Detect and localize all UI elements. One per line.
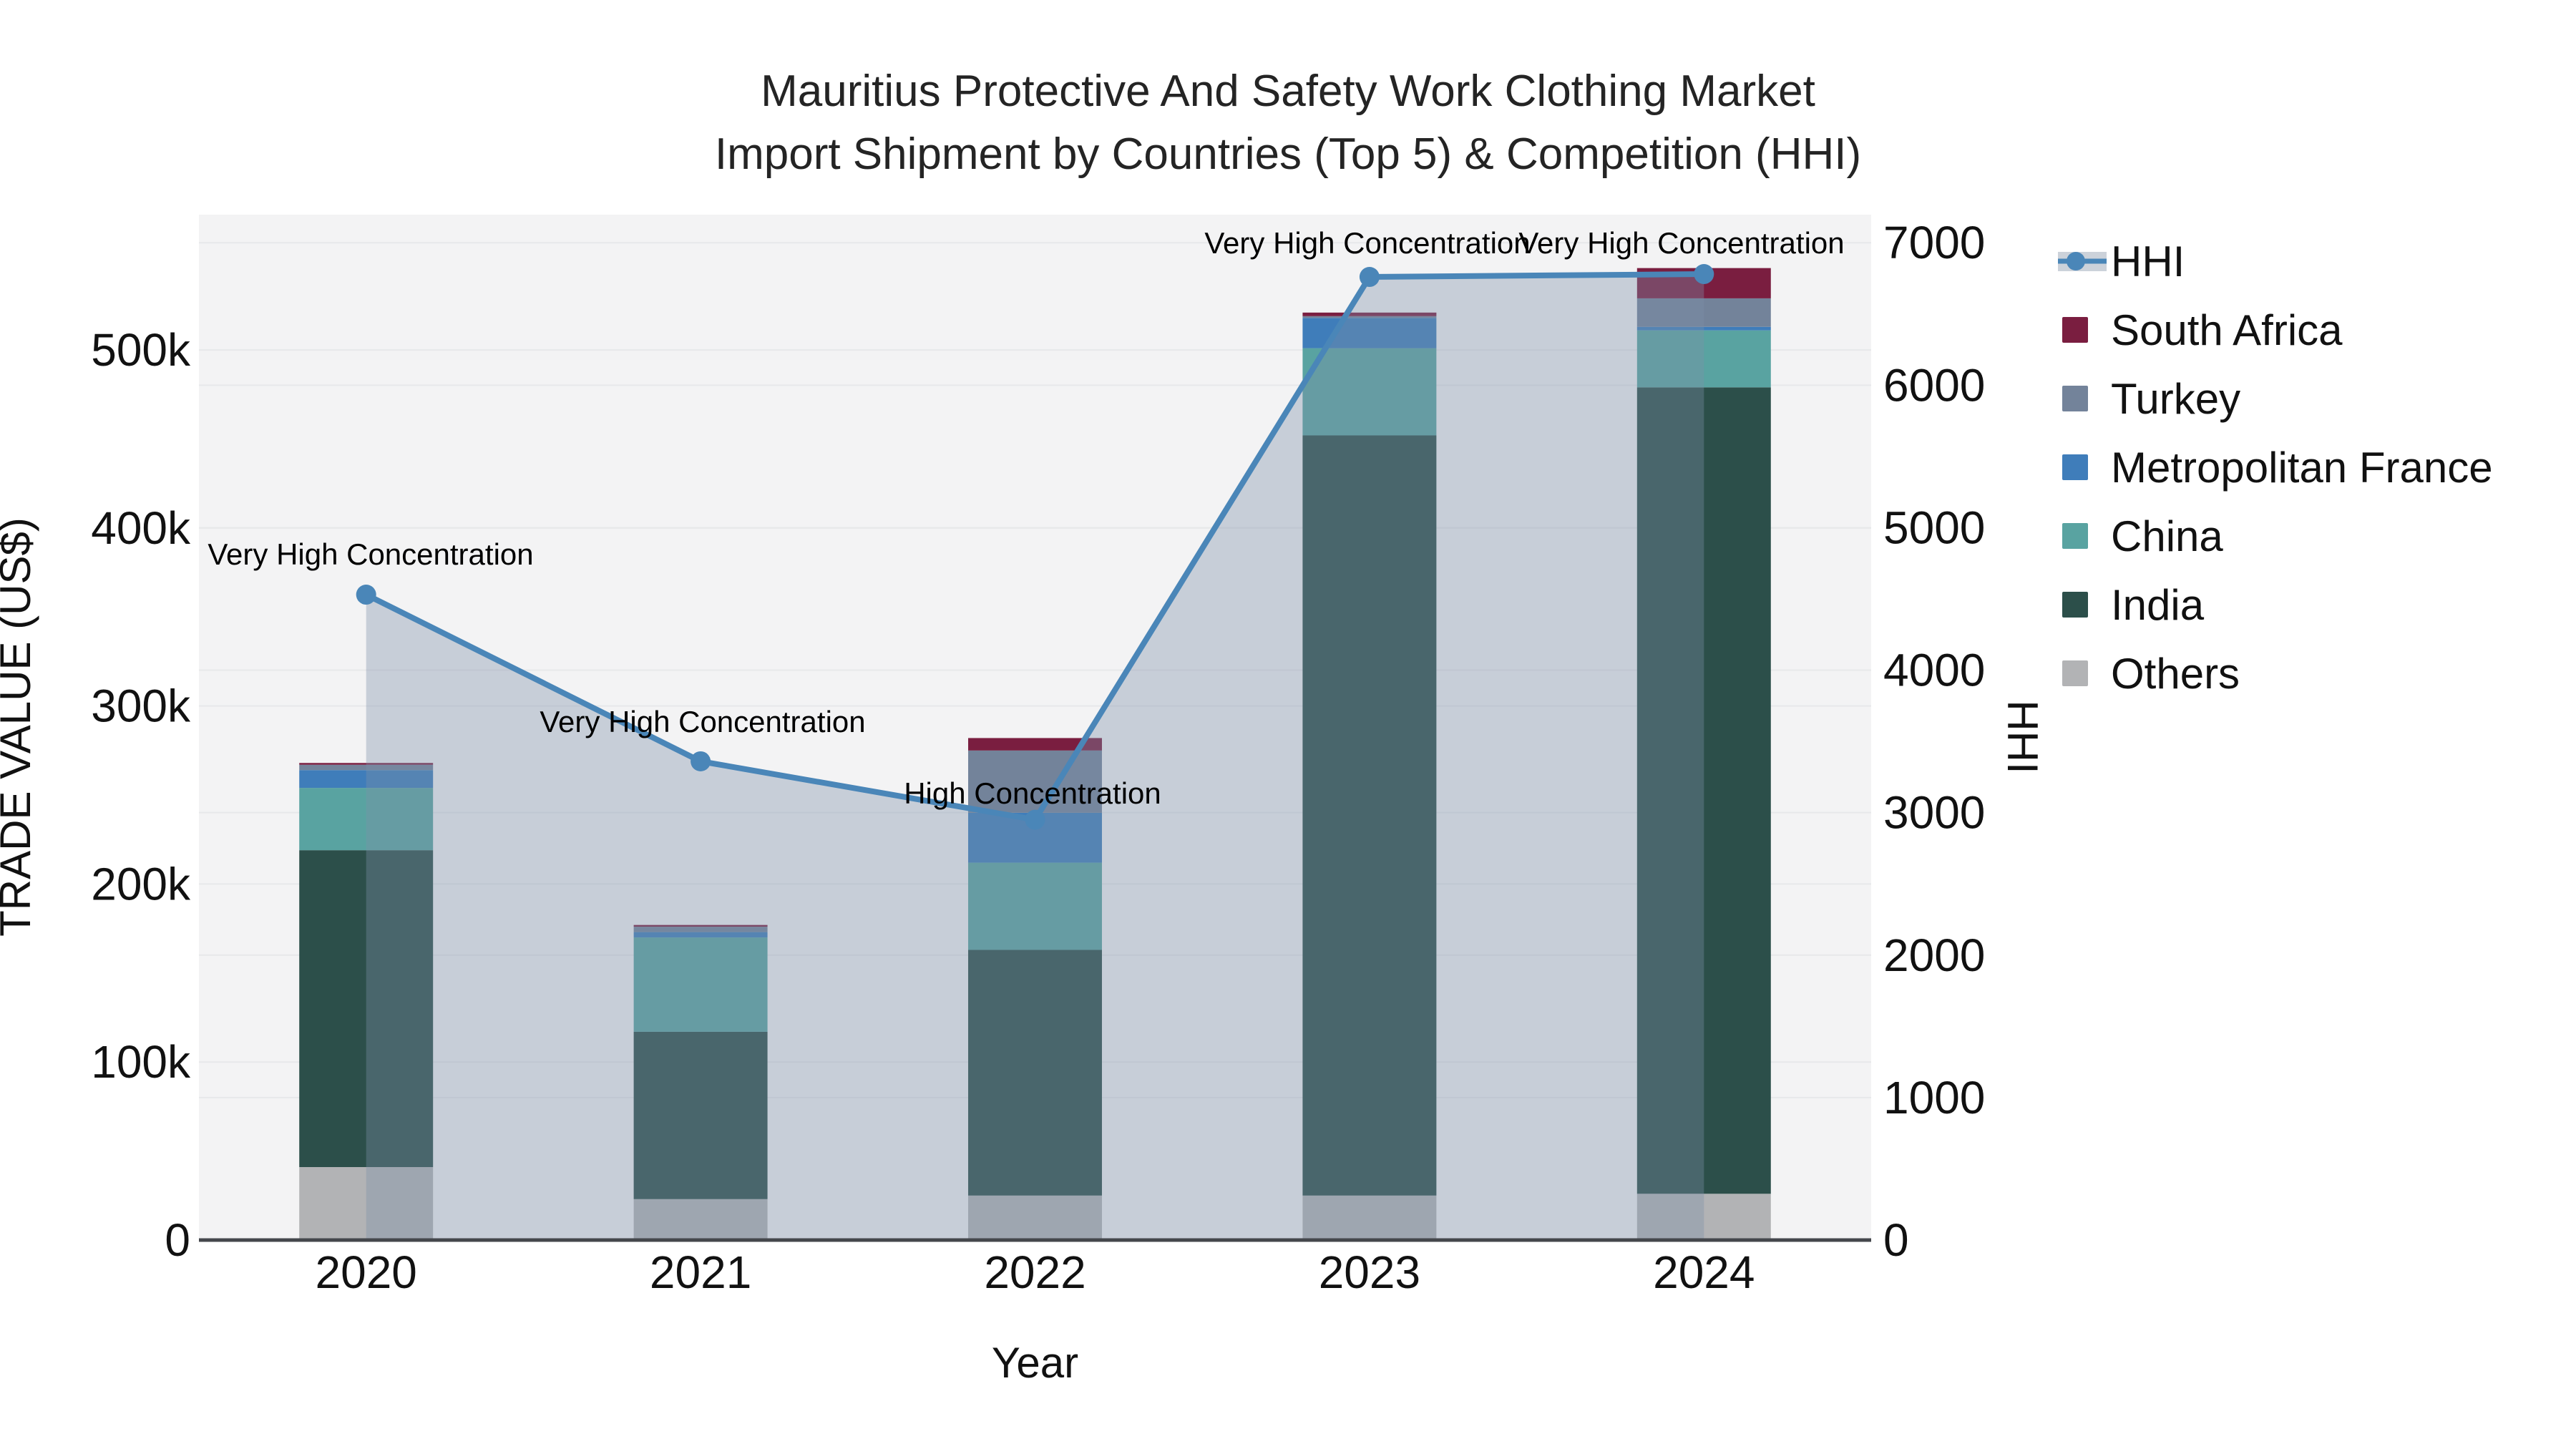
color-swatch-icon bbox=[2058, 592, 2109, 618]
y-right-tick-label: 1000 bbox=[1883, 1072, 1985, 1123]
y-axis-title-right: HHI bbox=[1999, 700, 2046, 774]
bar-india-2022 bbox=[968, 950, 1102, 1196]
x-tick-label: 2020 bbox=[316, 1246, 417, 1298]
color-swatch-icon bbox=[2058, 454, 2109, 480]
bar-india-2021 bbox=[633, 1031, 768, 1199]
bar-metropolitan-france-2023 bbox=[1302, 318, 1437, 348]
x-axis-title: Year bbox=[992, 1339, 1078, 1387]
bar-south-africa-2023 bbox=[1302, 312, 1437, 316]
annotation: Very High Concentration bbox=[1518, 226, 1844, 260]
bar-turkey-2022 bbox=[968, 750, 1102, 813]
bar-india-2024 bbox=[1636, 387, 1771, 1194]
bar-metropolitan-france-2021 bbox=[633, 932, 768, 938]
bar-india-2023 bbox=[1302, 435, 1437, 1196]
x-tick-label: 2023 bbox=[1319, 1246, 1420, 1298]
chart-title-line2: Import Shipment by Countries (Top 5) & C… bbox=[714, 130, 1862, 179]
y-right-tick-label: 7000 bbox=[1883, 217, 1985, 268]
bar-others-2021 bbox=[633, 1199, 768, 1240]
color-swatch-icon bbox=[2058, 523, 2109, 549]
annotation: Very High Concentration bbox=[208, 537, 533, 571]
color-swatch-icon bbox=[2058, 386, 2109, 411]
y-right-tick-label: 5000 bbox=[1883, 502, 1985, 553]
color-swatch-icon bbox=[2058, 317, 2109, 343]
bar-others-2023 bbox=[1302, 1195, 1437, 1240]
y-right-tick-label: 2000 bbox=[1883, 930, 1985, 981]
y-left-tick-label: 300k bbox=[91, 680, 191, 732]
bar-south-africa-2021 bbox=[633, 924, 768, 927]
y-left-tick-label: 100k bbox=[91, 1036, 191, 1088]
y-right-tick-label: 3000 bbox=[1883, 787, 1985, 839]
bar-china-2020 bbox=[299, 788, 434, 851]
annotation: High Concentration bbox=[904, 776, 1161, 810]
bar-south-africa-2020 bbox=[299, 763, 434, 765]
bar-turkey-2024 bbox=[1636, 298, 1771, 327]
y-left-tick-label: 500k bbox=[91, 324, 191, 376]
bar-india-2020 bbox=[299, 850, 434, 1167]
legend-item-china[interactable]: China bbox=[2058, 502, 2493, 570]
bar-metropolitan-france-2024 bbox=[1636, 326, 1771, 331]
legend-item-south-africa[interactable]: South Africa bbox=[2058, 296, 2493, 364]
hhi-marker-2020 bbox=[356, 585, 376, 605]
legend-item-turkey[interactable]: Turkey bbox=[2058, 364, 2493, 433]
bar-china-2021 bbox=[633, 937, 768, 1032]
y-left-tick-label: 400k bbox=[91, 502, 191, 554]
bar-others-2020 bbox=[299, 1166, 434, 1240]
chart-title-line1: Mauritius Protective And Safety Work Clo… bbox=[761, 67, 1815, 116]
annotation: Very High Concentration bbox=[1204, 226, 1530, 260]
bar-others-2022 bbox=[968, 1195, 1102, 1240]
bar-turkey-2021 bbox=[633, 927, 768, 932]
hhi-marker-2023 bbox=[1359, 267, 1380, 288]
legend-label: China bbox=[2111, 512, 2223, 560]
legend-label: Metropolitan France bbox=[2111, 443, 2493, 492]
legend-item-hhi[interactable]: HHI bbox=[2058, 227, 2493, 296]
y-left-tick-label: 200k bbox=[91, 858, 191, 909]
legend-label: Turkey bbox=[2111, 374, 2241, 423]
y-right-tick-label: 0 bbox=[1883, 1214, 1909, 1266]
bar-south-africa-2022 bbox=[968, 738, 1102, 751]
x-tick-label: 2021 bbox=[650, 1246, 751, 1298]
x-tick-label: 2024 bbox=[1653, 1246, 1755, 1298]
hhi-line-swatch-icon bbox=[2058, 245, 2109, 277]
y-axis-title-left: TRADE VALUE (US$) bbox=[0, 517, 39, 937]
hhi-area-fill bbox=[366, 274, 1704, 1240]
legend-item-others[interactable]: Others bbox=[2058, 639, 2493, 708]
x-tick-label: 2022 bbox=[984, 1246, 1085, 1298]
y-right-tick-label: 4000 bbox=[1883, 645, 1985, 696]
bar-china-2022 bbox=[968, 862, 1102, 950]
legend-item-metropolitan-france[interactable]: Metropolitan France bbox=[2058, 433, 2493, 502]
bar-turkey-2020 bbox=[299, 764, 434, 771]
chart-title: Mauritius Protective And Safety Work Clo… bbox=[0, 60, 2576, 186]
bar-turkey-2023 bbox=[1302, 316, 1437, 318]
hhi-marker-2021 bbox=[691, 751, 711, 771]
bar-china-2024 bbox=[1636, 330, 1771, 388]
hhi-marker-2024 bbox=[1694, 264, 1714, 285]
bar-china-2023 bbox=[1302, 348, 1437, 436]
y-left-tick-label: 0 bbox=[165, 1214, 190, 1266]
legend: HHI South Africa Turkey Metropolitan France… bbox=[2058, 227, 2493, 708]
hhi-marker-2022 bbox=[1025, 809, 1045, 830]
legend-label: HHI bbox=[2111, 237, 2185, 286]
bar-others-2024 bbox=[1636, 1194, 1771, 1240]
legend-item-india[interactable]: India bbox=[2058, 570, 2493, 639]
legend-label: South Africa bbox=[2111, 306, 2343, 354]
bar-metropolitan-france-2020 bbox=[299, 770, 434, 789]
legend-label: Others bbox=[2111, 649, 2240, 698]
color-swatch-icon bbox=[2058, 660, 2109, 686]
y-right-tick-label: 6000 bbox=[1883, 359, 1985, 411]
legend-label: India bbox=[2111, 580, 2205, 629]
annotation: Very High Concentration bbox=[540, 705, 865, 738]
